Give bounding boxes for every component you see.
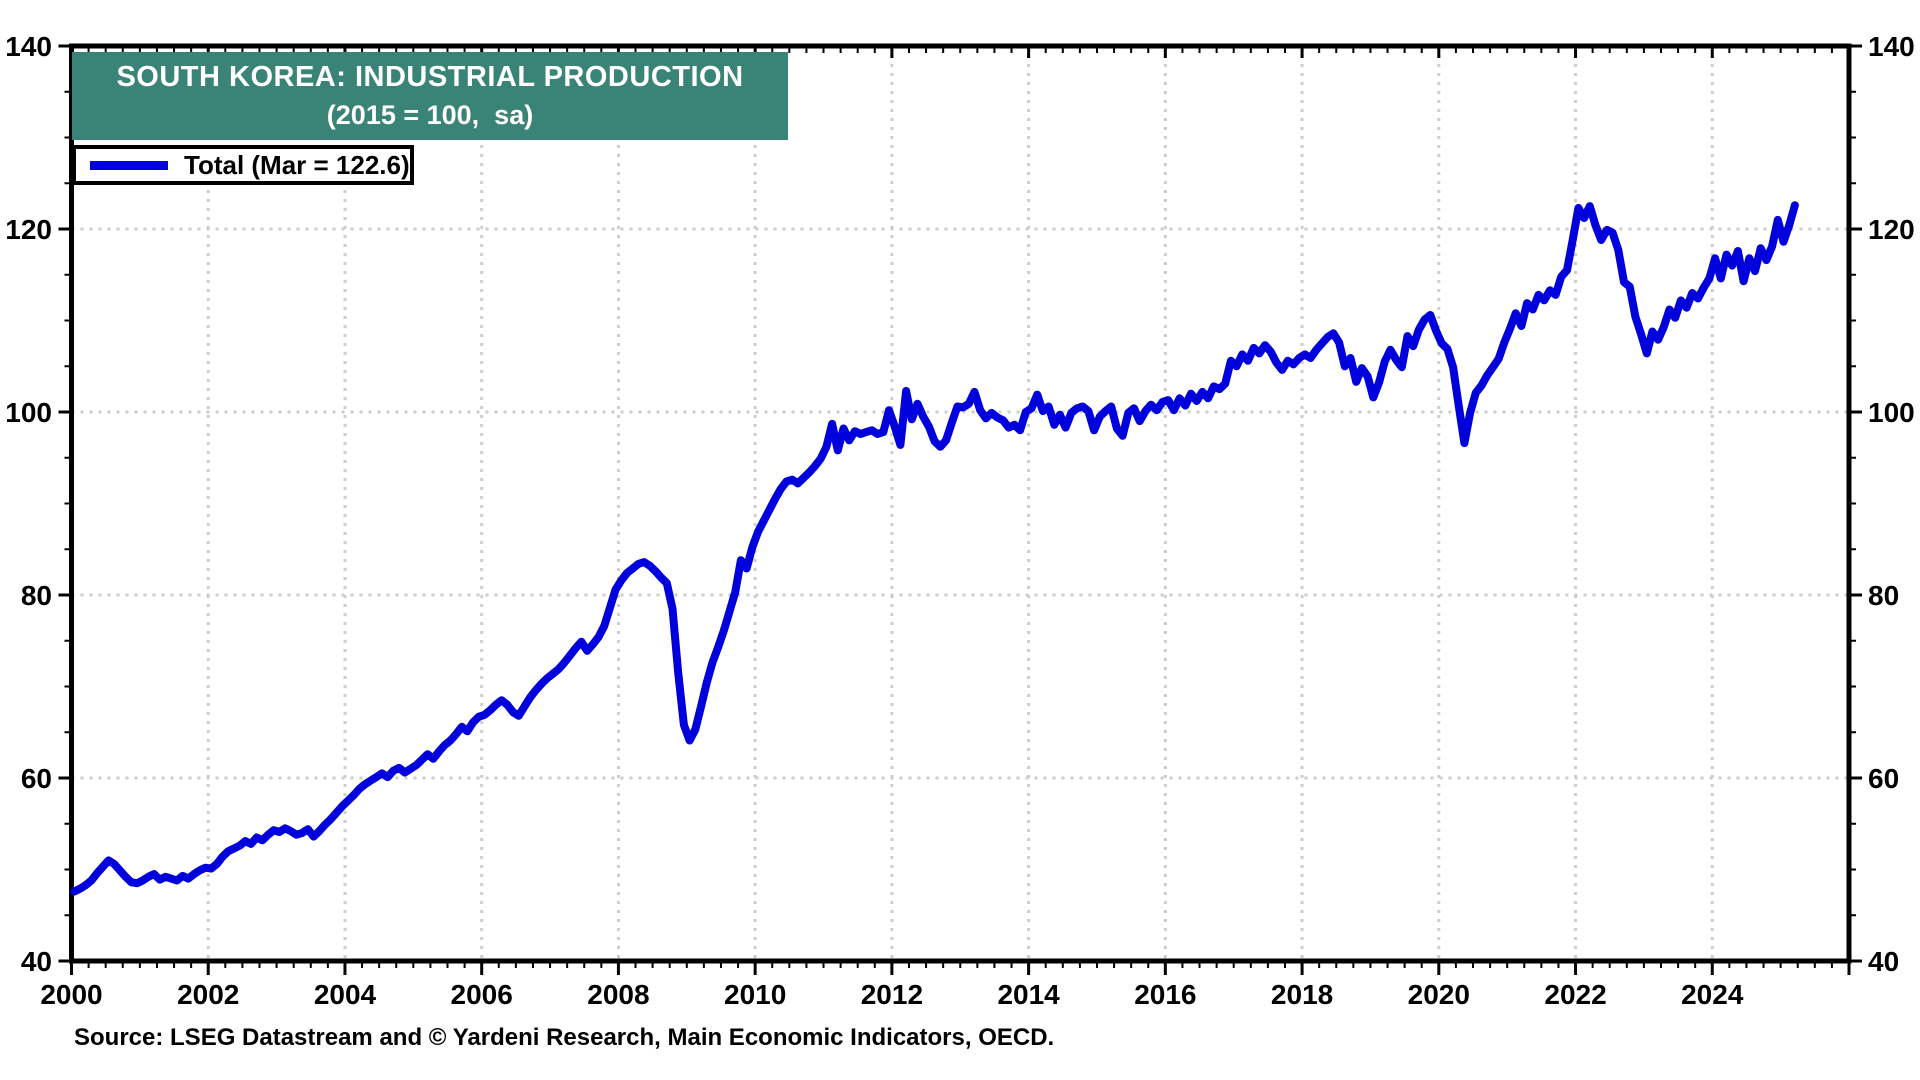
x-axis-label: 2008: [587, 979, 649, 1010]
y-axis-label-right: 100: [1868, 397, 1915, 428]
y-axis-label-right: 120: [1868, 214, 1915, 245]
x-axis-label: 2018: [1271, 979, 1333, 1010]
x-axis-label: 2006: [451, 979, 513, 1010]
x-axis-label: 2024: [1681, 979, 1744, 1010]
x-axis-label: 2016: [1134, 979, 1196, 1010]
y-axis-label-right: 80: [1868, 580, 1899, 611]
y-axis-label-right: 140: [1868, 31, 1915, 62]
chart-subtitle: (2015 = 100, sa): [326, 100, 534, 130]
legend-label: Total (Mar = 122.6): [184, 149, 410, 180]
legend-box: Total (Mar = 122.6): [72, 145, 414, 185]
x-axis-label: 2012: [861, 979, 923, 1010]
axis-labels: 2000 2002 2004 2006 2008 2010 2012 2014 2016 2018…: [5, 31, 1914, 1010]
y-axis-label-left: 100: [5, 397, 52, 428]
x-axis-label: 2002: [177, 979, 239, 1010]
y-axis-label-left: 60: [21, 763, 52, 794]
title-banner: SOUTH KOREA: INDUSTRIAL PRODUCTION (2015…: [72, 52, 788, 140]
y-axis-label-right: 60: [1868, 763, 1899, 794]
plot-border: [69, 43, 1852, 964]
x-axis-label: 2014: [997, 979, 1060, 1010]
x-axis-label: 2004: [314, 979, 377, 1010]
y-axis-label-right: 40: [1868, 946, 1899, 977]
x-axis-label: 2022: [1544, 979, 1606, 1010]
y-axis-label-left: 80: [21, 580, 52, 611]
total-line-path: [70, 201, 1799, 896]
total-series-line: [70, 201, 1799, 896]
y-axis-label-left: 120: [5, 214, 52, 245]
legend-line-swatch: [90, 160, 168, 170]
x-axis-label: 2020: [1408, 979, 1470, 1010]
chart-title: SOUTH KOREA: INDUSTRIAL PRODUCTION: [116, 61, 744, 93]
plot-frame: [69, 43, 1852, 964]
x-axis-label: 2010: [724, 979, 786, 1010]
axis-ticks: [58, 44, 1862, 975]
source-note: Source: LSEG Datastream and © Yardeni Re…: [74, 1024, 1055, 1051]
x-axis-label: 2000: [40, 979, 102, 1010]
y-axis-label-left: 40: [21, 946, 52, 977]
y-axis-label-left: 140: [5, 31, 52, 62]
